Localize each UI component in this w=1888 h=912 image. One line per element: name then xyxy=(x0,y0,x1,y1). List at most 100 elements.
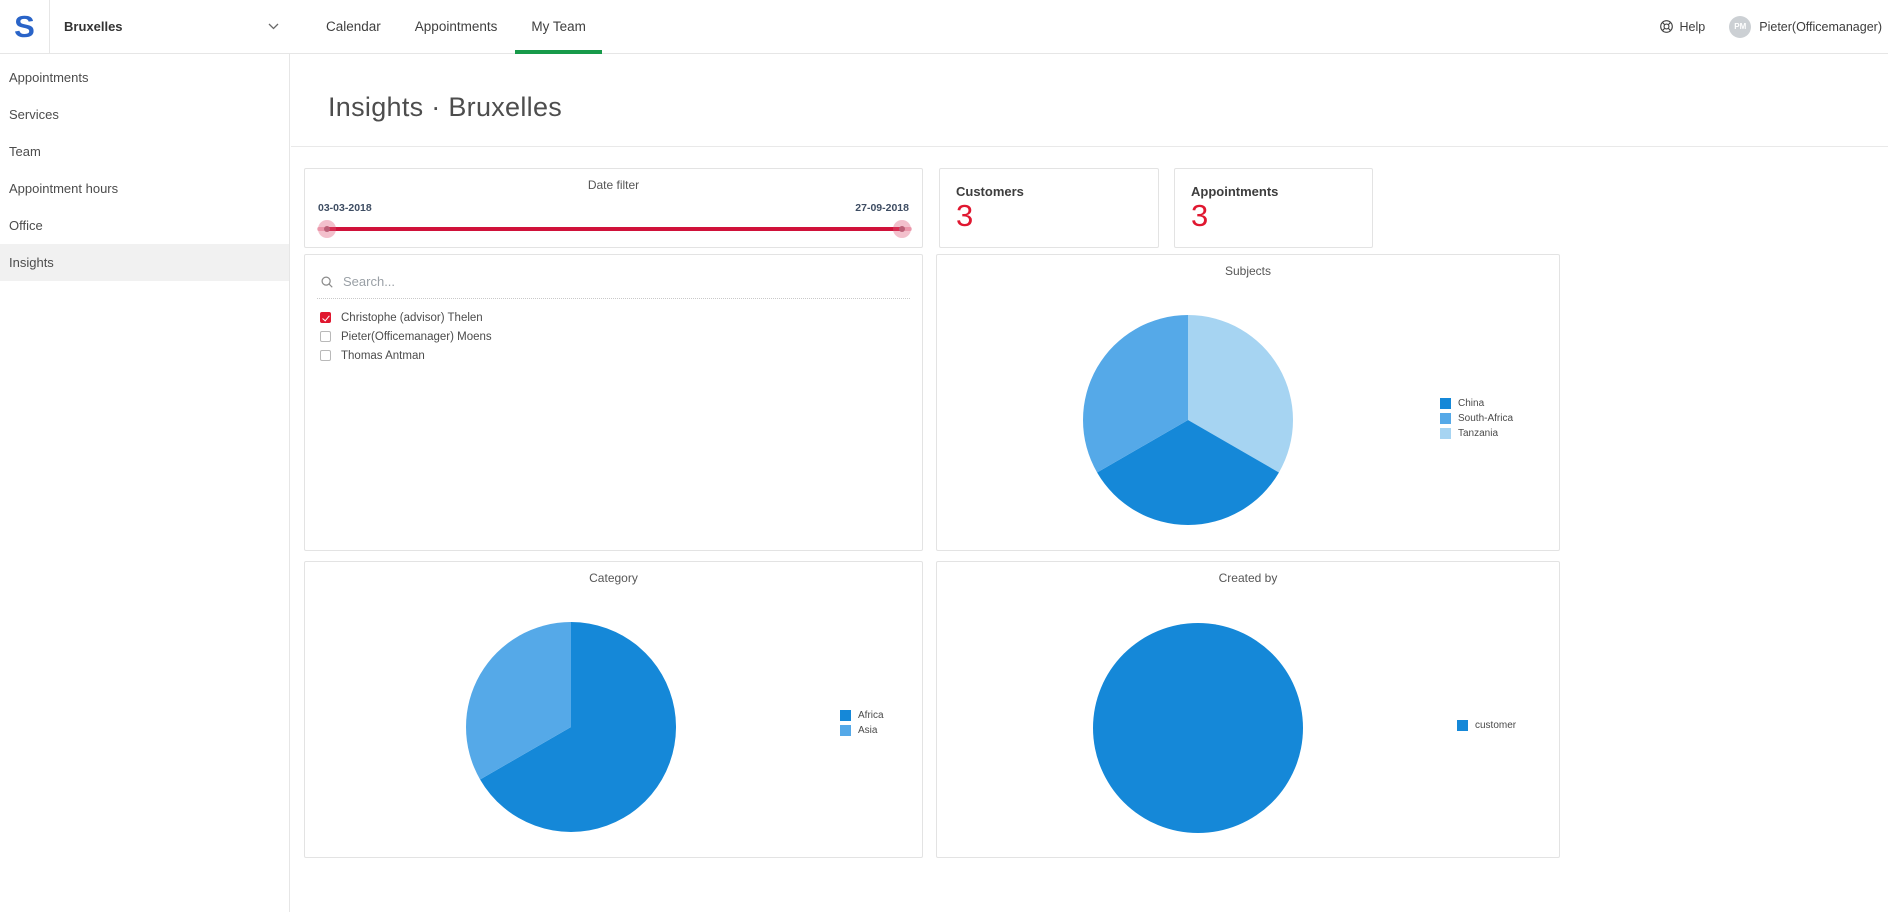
tab-label: Calendar xyxy=(326,19,381,34)
sidebar-item-services[interactable]: Services xyxy=(0,96,289,133)
member-checkbox[interactable] xyxy=(320,350,331,361)
customers-stat-card: Customers 3 xyxy=(939,168,1159,248)
team-member-row[interactable]: Thomas Antman xyxy=(320,346,907,365)
sidebar-item-label: Insights xyxy=(9,255,54,270)
chevron-down-icon xyxy=(268,23,279,30)
legend-swatch xyxy=(1457,720,1468,731)
sidebar-item-office[interactable]: Office xyxy=(0,207,289,244)
pie-slice[interactable] xyxy=(1093,623,1303,833)
team-filter-card: Christophe (advisor) Thelen Pieter(Offic… xyxy=(304,254,923,551)
legend-item[interactable]: Asia xyxy=(840,725,884,736)
sidebar-item-team[interactable]: Team xyxy=(0,133,289,170)
title-divider xyxy=(291,146,1888,147)
chart-legend: China South-Africa Tanzania xyxy=(1440,398,1513,443)
avatar: PM xyxy=(1729,15,1752,38)
date-slider-thumb-end[interactable] xyxy=(893,220,911,238)
logo-s-icon: S xyxy=(14,9,35,44)
subjects-chart-card: Subjects China South-Africa Tanzania xyxy=(936,254,1560,551)
member-name: Thomas Antman xyxy=(341,349,425,362)
member-checkbox[interactable] xyxy=(320,331,331,342)
pie-chart xyxy=(1083,315,1293,525)
tab-appointments[interactable]: Appointments xyxy=(398,0,515,53)
pie-chart xyxy=(1093,623,1303,833)
legend-item[interactable]: Africa xyxy=(840,710,884,721)
user-name: Pieter(Officemanager) xyxy=(1759,19,1882,34)
date-filter-title: Date filter xyxy=(587,178,640,192)
sidebar-item-insights[interactable]: Insights xyxy=(0,244,289,281)
search-input[interactable] xyxy=(343,274,907,289)
date-start-label: 03-03-2018 xyxy=(318,202,372,214)
sidebar-item-label: Office xyxy=(9,218,43,233)
sidebar-item-label: Services xyxy=(9,107,59,122)
legend-swatch xyxy=(840,710,851,721)
date-slider-selected-range xyxy=(327,227,902,231)
avatar-initials: PM xyxy=(1734,22,1747,31)
sidebar-item-label: Appointments xyxy=(9,70,89,85)
created-by-chart-card: Created by customer xyxy=(936,561,1560,858)
tab-my-team[interactable]: My Team xyxy=(514,0,603,54)
legend-item[interactable]: Tanzania xyxy=(1440,428,1513,439)
main-tabs: Calendar Appointments My Team xyxy=(309,0,603,54)
legend-item[interactable]: South-Africa xyxy=(1440,413,1513,424)
legend-swatch xyxy=(840,725,851,736)
user-menu[interactable]: PM Pieter(Officemanager) xyxy=(1729,15,1882,38)
legend-item[interactable]: customer xyxy=(1457,720,1516,731)
legend-label: South-Africa xyxy=(1458,413,1514,424)
sidebar-item-appointments[interactable]: Appointments xyxy=(0,59,289,96)
page-title: Insights · Bruxelles xyxy=(328,92,563,122)
team-member-row[interactable]: Christophe (advisor) Thelen xyxy=(320,308,907,327)
legend-label: Asia xyxy=(858,725,878,736)
chart-legend: Africa Asia xyxy=(840,710,884,740)
appointments-value: 3 xyxy=(1191,198,1209,233)
team-member-row[interactable]: Pieter(Officemanager) Moens xyxy=(320,327,907,346)
sidebar-item-appointment-hours[interactable]: Appointment hours xyxy=(0,170,289,207)
pie-chart xyxy=(466,622,677,832)
member-name: Christophe (advisor) Thelen xyxy=(341,311,483,324)
legend-label: customer xyxy=(1475,720,1517,731)
chart-legend: customer xyxy=(1457,720,1516,735)
legend-label: Africa xyxy=(858,710,884,721)
legend-swatch xyxy=(1440,428,1451,439)
search-row xyxy=(317,269,910,299)
sidebar-item-label: Appointment hours xyxy=(9,181,119,196)
date-slider-track xyxy=(317,220,912,238)
category-chart-card: Category Africa Asia xyxy=(304,561,923,858)
pie-slice[interactable] xyxy=(466,622,571,780)
legend-label: Tanzania xyxy=(1458,428,1499,439)
office-selector[interactable]: Bruxelles xyxy=(64,19,279,34)
pie-slice[interactable] xyxy=(1083,315,1188,473)
pie-slice[interactable] xyxy=(1097,420,1279,525)
help-icon xyxy=(1659,20,1673,33)
pie-slice[interactable] xyxy=(480,622,677,832)
date-range-labels: 03-03-2018 27-09-2018 xyxy=(318,202,909,214)
legend-item[interactable]: China xyxy=(1440,398,1513,409)
member-checkbox[interactable] xyxy=(320,312,331,323)
legend-swatch xyxy=(1440,413,1451,424)
date-filter-card: Date filter 03-03-2018 27-09-2018 xyxy=(304,168,923,248)
date-slider-thumb-start[interactable] xyxy=(318,220,336,238)
legend-label: China xyxy=(1458,398,1485,409)
help-label: Help xyxy=(1679,19,1706,34)
pie-slice[interactable] xyxy=(1188,315,1293,473)
date-end-label: 27-09-2018 xyxy=(855,202,909,214)
topbar: S Bruxelles Calendar Appointments My Tea… xyxy=(0,0,1888,54)
app-logo: S xyxy=(0,0,50,53)
help-button[interactable]: Help xyxy=(1659,19,1706,34)
office-selector-value: Bruxelles xyxy=(64,19,123,34)
chart-title: Category xyxy=(589,571,638,585)
chart-title: Created by xyxy=(1218,571,1278,585)
sidebar-item-label: Team xyxy=(9,144,41,159)
legend-swatch xyxy=(1440,398,1451,409)
appointments-stat-card: Appointments 3 xyxy=(1174,168,1373,248)
member-name: Pieter(Officemanager) Moens xyxy=(341,330,492,343)
tab-label: My Team xyxy=(531,19,586,34)
sidebar: Appointments Services Team Appointment h… xyxy=(0,54,290,912)
customers-label: Customers xyxy=(956,184,1024,199)
search-icon xyxy=(321,275,333,288)
tab-calendar[interactable]: Calendar xyxy=(309,0,398,53)
team-member-list: Christophe (advisor) Thelen Pieter(Offic… xyxy=(320,308,907,365)
main-content: Insights · Bruxelles Date filter 03-03-2… xyxy=(291,54,1888,912)
chart-title: Subjects xyxy=(1224,264,1272,278)
appointments-label: Appointments xyxy=(1191,184,1279,199)
tab-label: Appointments xyxy=(414,19,498,34)
